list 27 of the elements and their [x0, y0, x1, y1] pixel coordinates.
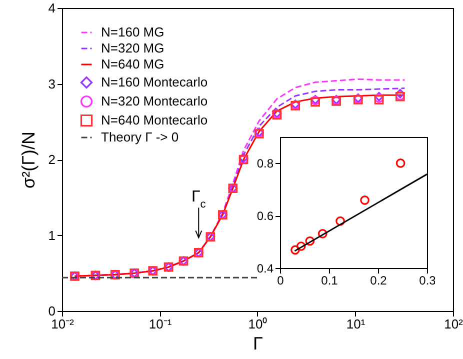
- x-tick-label: 10⁻²: [51, 316, 75, 332]
- y-tick-label: 0.6: [256, 209, 274, 224]
- legend-label: N=320 Montecarlo: [101, 94, 208, 108]
- x-tick-label: 10²: [444, 316, 463, 332]
- y-tick-label: 0.4: [256, 262, 274, 276]
- x-tick-label: 10⁻¹: [148, 316, 172, 332]
- y-tick-label: 2: [48, 152, 56, 167]
- y-tick-label: 4: [48, 0, 56, 16]
- legend-label: N=160 Montecarlo: [101, 74, 208, 90]
- x-tick-label: 10⁰: [248, 316, 268, 332]
- y-axis-title: σ²(Γ)/N: [18, 131, 38, 189]
- x-axis-title: Γ: [253, 334, 264, 354]
- x-tick-label: 0.3: [419, 274, 436, 288]
- annotation: Γ$_{c}$: [191, 188, 206, 211]
- y-tick-label: 3: [48, 76, 56, 92]
- x-tick-label: 10¹: [346, 316, 366, 332]
- legend-label: N=160 MG: [101, 24, 164, 40]
- legend-label: Theory Γ -> 0: [101, 130, 179, 144]
- y-tick-label: 1: [48, 228, 56, 243]
- x-tick-label: 0.1: [321, 274, 338, 288]
- x-tick-label: 0: [277, 274, 284, 288]
- y-tick-label: 0: [48, 304, 56, 318]
- x-tick-label: 0.2: [370, 274, 388, 288]
- legend-label: N=320 MG: [101, 40, 164, 56]
- y-tick-label: 0.8: [256, 156, 274, 171]
- legend-label: N=640 MG: [101, 56, 164, 72]
- legend-label: N=640 Montecarlo: [101, 112, 208, 128]
